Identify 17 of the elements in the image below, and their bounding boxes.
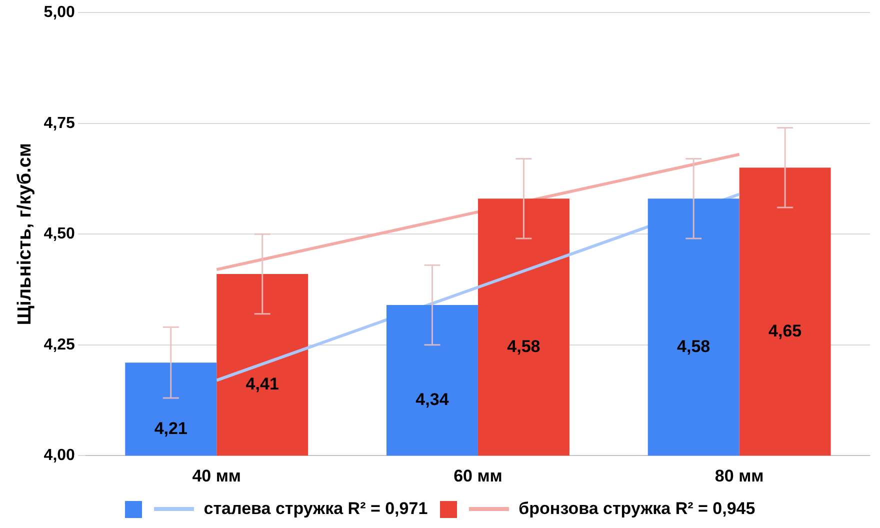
data-label: 4,41 [246,374,279,394]
data-label: 4,21 [154,418,188,438]
data-label: 4,34 [416,390,450,409]
y-tick-label: 4,75 [44,114,76,132]
data-label: 4,58 [677,336,710,356]
y-tick-label: 4,25 [44,336,76,354]
x-tick-label: 80 мм [714,466,764,486]
x-tick-label: 40 мм [192,466,242,486]
x-tick-label: 60 мм [454,466,502,486]
y-tick-label: 5,00 [44,4,76,22]
legend-label: бронзова стружка R² = 0,945 [518,499,756,519]
y-axis-title: Щільність, г/куб.см [14,143,36,326]
y-tick-label: 4,00 [44,447,76,464]
data-label: 4,58 [507,336,540,356]
y-tick-label: 4,50 [44,226,76,243]
data-label: 4,65 [768,321,802,340]
legend-label: сталева стружка R² = 0,971 [204,499,428,519]
